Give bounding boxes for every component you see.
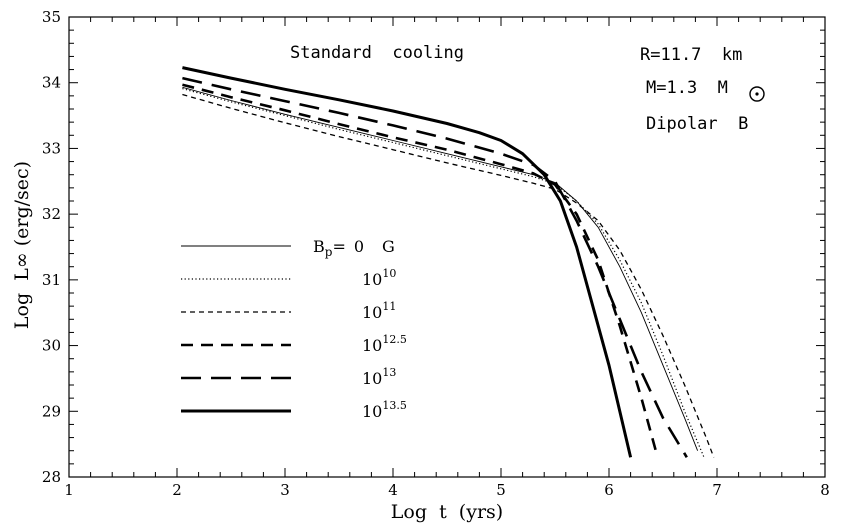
x-tick-label: 8 <box>820 481 830 499</box>
series-line <box>182 66 633 458</box>
x-tick-label: 7 <box>712 481 722 499</box>
axis-ticks <box>68 16 826 478</box>
plot-frame <box>68 16 826 478</box>
legend-exponent: 11 <box>382 300 396 313</box>
series-line <box>182 83 659 458</box>
legend-subscript: p <box>325 245 333 259</box>
x-axis-title: Log t (yrs) <box>391 501 503 523</box>
series-line <box>182 76 688 458</box>
legend-value: 0 <box>354 237 364 256</box>
legend-base: 10 <box>362 336 382 355</box>
legend-base: 10 <box>362 303 382 322</box>
annotation-radius: R=11.7 km <box>640 45 742 65</box>
x-tick-label: 2 <box>172 481 182 499</box>
y-tick-label: 35 <box>42 8 61 26</box>
legend-label: Bp= 0 G <box>313 237 395 259</box>
annotation-field: Dipolar B <box>646 114 748 134</box>
y-axis-title: Log L∞ (erg/sec) <box>11 161 33 329</box>
y-tick-label: 34 <box>42 74 61 92</box>
legend-exponent: 12.5 <box>382 333 407 346</box>
legend-label: 1010 <box>362 267 396 289</box>
legend-label: 1012.5 <box>362 333 407 355</box>
legend-base: 10 <box>362 270 382 289</box>
legend-unit: G <box>382 237 395 256</box>
legend-label: 1013 <box>362 366 396 388</box>
x-tick-label: 1 <box>64 481 74 499</box>
series-line <box>182 93 715 458</box>
legend-base: 10 <box>362 402 382 421</box>
y-tick-label: 32 <box>42 205 61 223</box>
legend-label: 1011 <box>362 300 396 322</box>
legend-exponent: 10 <box>382 267 396 280</box>
legend-exponent: 13.5 <box>382 399 407 412</box>
x-tick-label: 4 <box>388 481 398 499</box>
legend-prefix: B <box>313 237 325 256</box>
y-tick-label: 28 <box>42 468 61 486</box>
y-tick-label: 33 <box>42 139 61 157</box>
x-tick-label: 6 <box>604 481 614 499</box>
series-line <box>182 88 705 458</box>
legend-equals: = <box>332 237 345 256</box>
annotation-mass: M=1.3 M <box>646 78 728 98</box>
y-tick-label: 30 <box>42 337 61 355</box>
x-tick-label: 5 <box>496 481 506 499</box>
x-tick-label: 3 <box>280 481 290 499</box>
sun-symbol-icon <box>749 86 765 102</box>
y-tick-label: 31 <box>42 271 61 289</box>
annotation-standard-cooling: Standard cooling <box>290 43 464 63</box>
legend-exponent: 13 <box>382 366 396 379</box>
legend-label: 1013.5 <box>362 399 407 421</box>
y-tick-label: 29 <box>42 402 61 420</box>
series-curves <box>182 66 715 458</box>
series-line <box>182 86 699 451</box>
legend-base: 10 <box>362 369 382 388</box>
